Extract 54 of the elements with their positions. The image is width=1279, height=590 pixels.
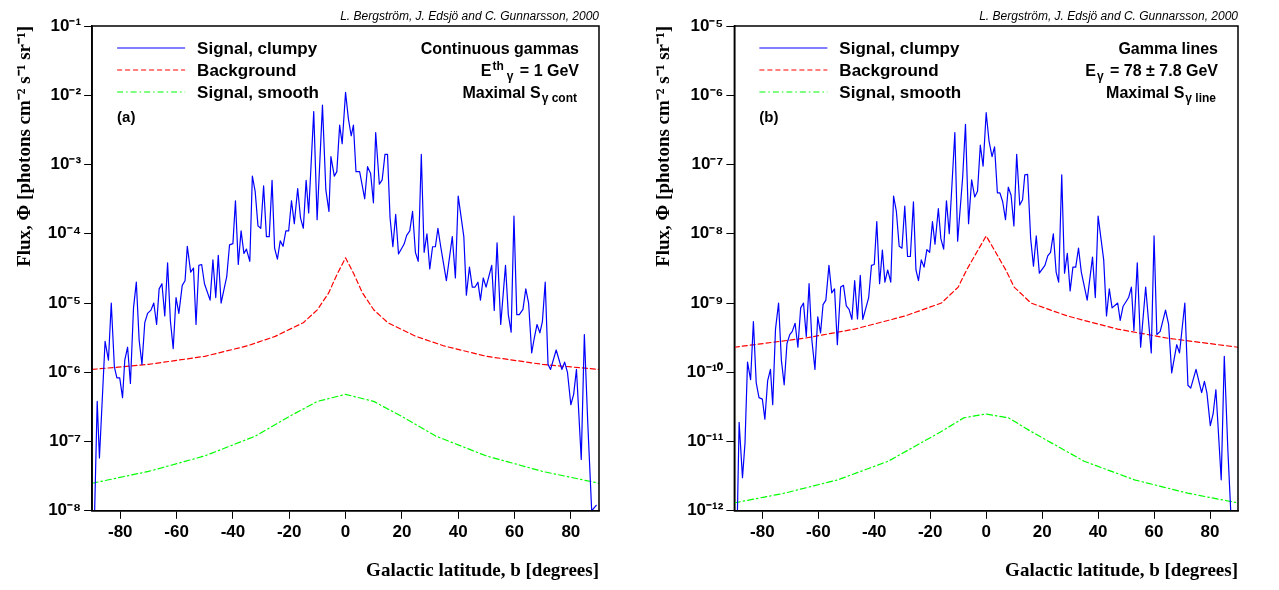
line-series [92,257,599,371]
legend-label: Signal, smooth [197,83,319,102]
y-tick-label: 10⁻⁶ [48,361,82,381]
x-tick-label: -80 [750,521,775,541]
text: L. Bergström, J. Edsjö and C. Gunnarsson, 2000 [340,9,600,23]
x-axis-title: Galactic latitude, b [degrees] [366,558,599,580]
annotation: Continuous gammas [420,40,580,57]
x-tick-label: -60 [164,521,189,541]
y-tick-label: 10⁻¹² [687,500,724,520]
y-tick-label: 10⁻⁵ [690,15,724,35]
x-tick-label: -80 [107,521,133,541]
x-tick-label: -20 [917,521,943,541]
x-tick-label: 20 [392,521,412,541]
y-tick-label: 10⁻² [50,84,82,104]
line-series [734,413,1238,504]
x-tick-label: 80 [1200,521,1220,541]
y-axis-title: Flux, Φ [photons cm⁻² s⁻¹ sr⁻¹] [652,26,674,267]
y-tick-label: 10⁻⁴ [47,223,82,243]
annotation: (b) [759,108,779,125]
legend-label: Background [839,61,939,80]
y-tick-label: 10⁻⁶ [690,84,724,104]
x-tick-label: 20 [1032,521,1052,541]
x-tick-label: 60 [1144,521,1164,541]
legend-label: Signal, clumpy [197,39,318,58]
x-tick-label: 40 [448,521,468,541]
y-axis-title: Flux, Φ [photons cm⁻² s⁻¹ sr⁻¹] [13,26,35,267]
x-tick-label: -60 [806,521,831,541]
legend-label: Background [197,61,297,80]
x-tick-label: -40 [861,521,887,541]
y-tick-label: 10⁻⁷ [691,154,724,174]
y-tick-label: 10⁻¹¹ [687,431,724,451]
x-tick-label: 0 [340,521,351,541]
y-tick-label: 10⁻⁸ [690,223,724,243]
y-tick-label: 10⁻³ [50,154,82,174]
annotation: (a) [117,108,136,125]
y-tick-label: 10⁻⁸ [48,500,82,520]
legend-label: Signal, clumpy [839,39,960,58]
text: L. Bergström, J. Edsjö and C. Gunnarsson, 2000 [979,9,1239,23]
line-series [92,393,599,484]
x-tick-label: 60 [505,521,524,541]
x-tick-label: 0 [981,521,991,541]
x-tick-label: 80 [561,521,581,541]
x-tick-label: -20 [276,521,302,541]
y-tick-label: 10⁻¹ [50,15,82,35]
y-tick-label: 10⁻⁷ [49,431,82,451]
x-tick-label: 40 [1088,521,1108,541]
x-axis-title: Galactic latitude, b [degrees] [1005,558,1238,580]
y-tick-label: 10⁻⁹ [690,292,724,312]
annotation: Gamma lines [1118,40,1219,57]
y-tick-label: 10⁻¹⁰ [686,361,724,381]
legend-label: Signal, smooth [839,83,962,102]
x-tick-label: -40 [220,521,246,541]
y-tick-label: 10⁻⁵ [48,292,82,312]
line-series [734,235,1238,348]
